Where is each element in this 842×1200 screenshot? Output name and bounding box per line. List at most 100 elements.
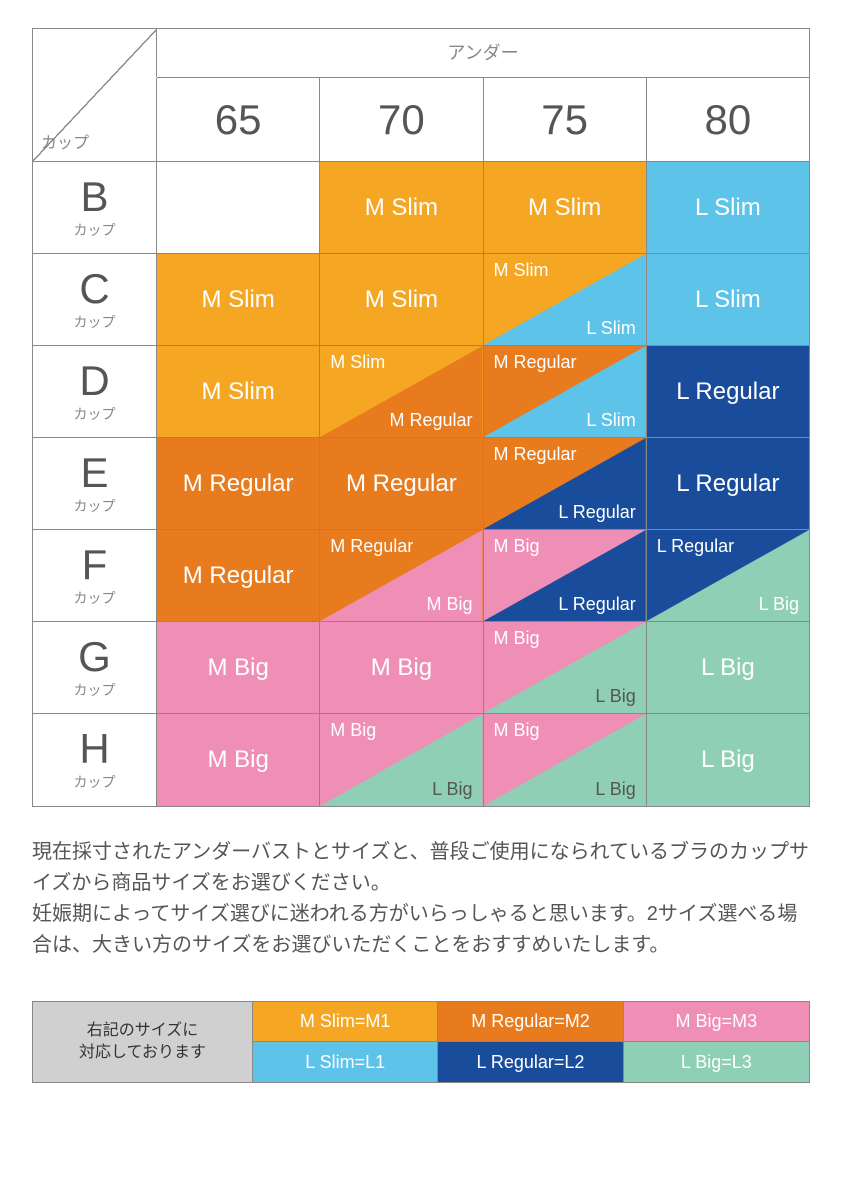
size-cell: M BigL Big — [484, 622, 647, 714]
size-cell: M Slim — [320, 162, 483, 254]
size-label: L Slim — [647, 254, 809, 345]
size-label-bottom: L Slim — [586, 410, 635, 431]
row-sub: カップ — [74, 680, 116, 700]
table-row: BカップM SlimM SlimL Slim — [33, 162, 809, 254]
legend-item: L Slim=L1 — [253, 1042, 438, 1082]
row-sub: カップ — [74, 496, 116, 516]
row-sub: カップ — [74, 588, 116, 608]
size-cell: M Big — [157, 622, 320, 714]
size-label: M Big — [320, 622, 482, 713]
row-header: Eカップ — [33, 438, 157, 530]
table-row: DカップM SlimM SlimM RegularM RegularL Slim… — [33, 346, 809, 438]
size-label: L Regular — [647, 438, 809, 529]
size-cell: M Slim — [484, 162, 647, 254]
size-cell: L Big — [647, 714, 809, 806]
size-cell: L Slim — [647, 162, 809, 254]
size-cell: M Regular — [320, 438, 483, 530]
size-label-bottom: L Slim — [586, 318, 635, 339]
row-header: Dカップ — [33, 346, 157, 438]
size-cell: M Regular L Regular — [484, 438, 647, 530]
size-label: L Big — [647, 714, 809, 806]
row-letter: H — [79, 728, 109, 770]
size-cell: M Regular — [157, 530, 320, 622]
col-header: 80 — [647, 78, 809, 162]
size-label: M Slim — [157, 254, 319, 345]
size-label-bottom: L Regular — [558, 594, 635, 615]
size-chart: アンダー カップ 65 70 75 80 BカップM SlimM SlimL S… — [32, 28, 810, 807]
size-label-bottom: L Regular — [558, 502, 635, 523]
col-header: 70 — [320, 78, 483, 162]
row-header: Bカップ — [33, 162, 157, 254]
header-top: アンダー — [33, 29, 809, 78]
size-label-bottom: L Big — [595, 779, 635, 800]
size-label-top: M Big — [494, 536, 540, 557]
table-row: GカップM BigM BigM BigL BigL Big — [33, 622, 809, 714]
size-label: M Regular — [157, 438, 319, 529]
size-cell: M Slim — [157, 346, 320, 438]
size-label-top: M Slim — [494, 260, 549, 281]
size-cell: M Big L Big — [320, 714, 483, 806]
size-cell: M Big — [320, 622, 483, 714]
size-cell: L Regular — [647, 346, 809, 438]
size-cell: M Regular L Slim — [484, 346, 647, 438]
size-label: L Slim — [647, 162, 809, 253]
legend: 右記のサイズに対応しております M Slim=M1M Regular=M2M B… — [32, 1001, 810, 1083]
size-label: M Slim — [320, 254, 482, 345]
size-label-top: M Regular — [494, 444, 577, 465]
size-label-top: M Big — [330, 720, 376, 741]
legend-item: L Regular=L2 — [438, 1042, 623, 1082]
size-label-bottom: L Big — [432, 779, 472, 800]
size-label: M Slim — [484, 162, 646, 253]
size-label-top: L Regular — [657, 536, 734, 557]
row-header: Gカップ — [33, 622, 157, 714]
col-header: 75 — [484, 78, 647, 162]
column-headers: カップ 65 70 75 80 — [33, 78, 809, 162]
size-cell: M Big — [157, 714, 320, 806]
table-row: CカップM SlimM SlimM SlimL SlimL Slim — [33, 254, 809, 346]
under-label: アンダー — [157, 29, 809, 78]
legend-item: M Regular=M2 — [438, 1002, 623, 1042]
table-row: HカップM BigM BigL BigM BigL BigL Big — [33, 714, 809, 806]
size-label: M Big — [157, 622, 319, 713]
row-letter: D — [79, 360, 109, 402]
size-cell: M Regular — [157, 438, 320, 530]
row-sub: カップ — [74, 312, 116, 332]
size-cell: L Slim — [647, 254, 809, 346]
row-letter: F — [82, 544, 108, 586]
size-label-top: M Slim — [330, 352, 385, 373]
size-label: M Big — [157, 714, 319, 806]
row-letter: E — [80, 452, 108, 494]
size-label-top: M Regular — [494, 352, 577, 373]
row-header: Fカップ — [33, 530, 157, 622]
row-sub: カップ — [74, 772, 116, 792]
size-label: L Big — [647, 622, 809, 713]
corner-cup-label: カップ — [33, 78, 157, 162]
size-cell: M Slim — [157, 254, 320, 346]
row-header: Hカップ — [33, 714, 157, 806]
legend-item: M Slim=M1 — [253, 1002, 438, 1042]
col-header: 65 — [157, 78, 320, 162]
row-letter: B — [80, 176, 108, 218]
size-cell: L Regular — [647, 438, 809, 530]
row-letter: G — [78, 636, 111, 678]
row-sub: カップ — [74, 220, 116, 240]
row-letter: C — [79, 268, 109, 310]
legend-item: M Big=M3 — [624, 1002, 809, 1042]
corner-upper — [33, 29, 157, 77]
size-label-bottom: M Big — [426, 594, 472, 615]
size-label-bottom: L Big — [759, 594, 799, 615]
size-label: M Regular — [157, 530, 319, 621]
size-label: L Regular — [647, 346, 809, 437]
size-label: M Slim — [157, 346, 319, 437]
size-cell: M Slim L Slim — [484, 254, 647, 346]
chart-body: BカップM SlimM SlimL SlimCカップM SlimM SlimM … — [33, 162, 809, 806]
size-cell: M Slim M Regular — [320, 346, 483, 438]
row-sub: カップ — [74, 404, 116, 424]
note-line: 妊娠期によってサイズ選びに迷われる方がいらっしゃると思います。2サイズ選べる場合… — [32, 899, 810, 961]
size-label-bottom: M Regular — [389, 410, 472, 431]
size-label-top: M Big — [494, 720, 540, 741]
size-cell: M RegularM Big — [320, 530, 483, 622]
row-header: Cカップ — [33, 254, 157, 346]
size-label: M Regular — [320, 438, 482, 529]
size-label-bottom: L Big — [595, 686, 635, 707]
